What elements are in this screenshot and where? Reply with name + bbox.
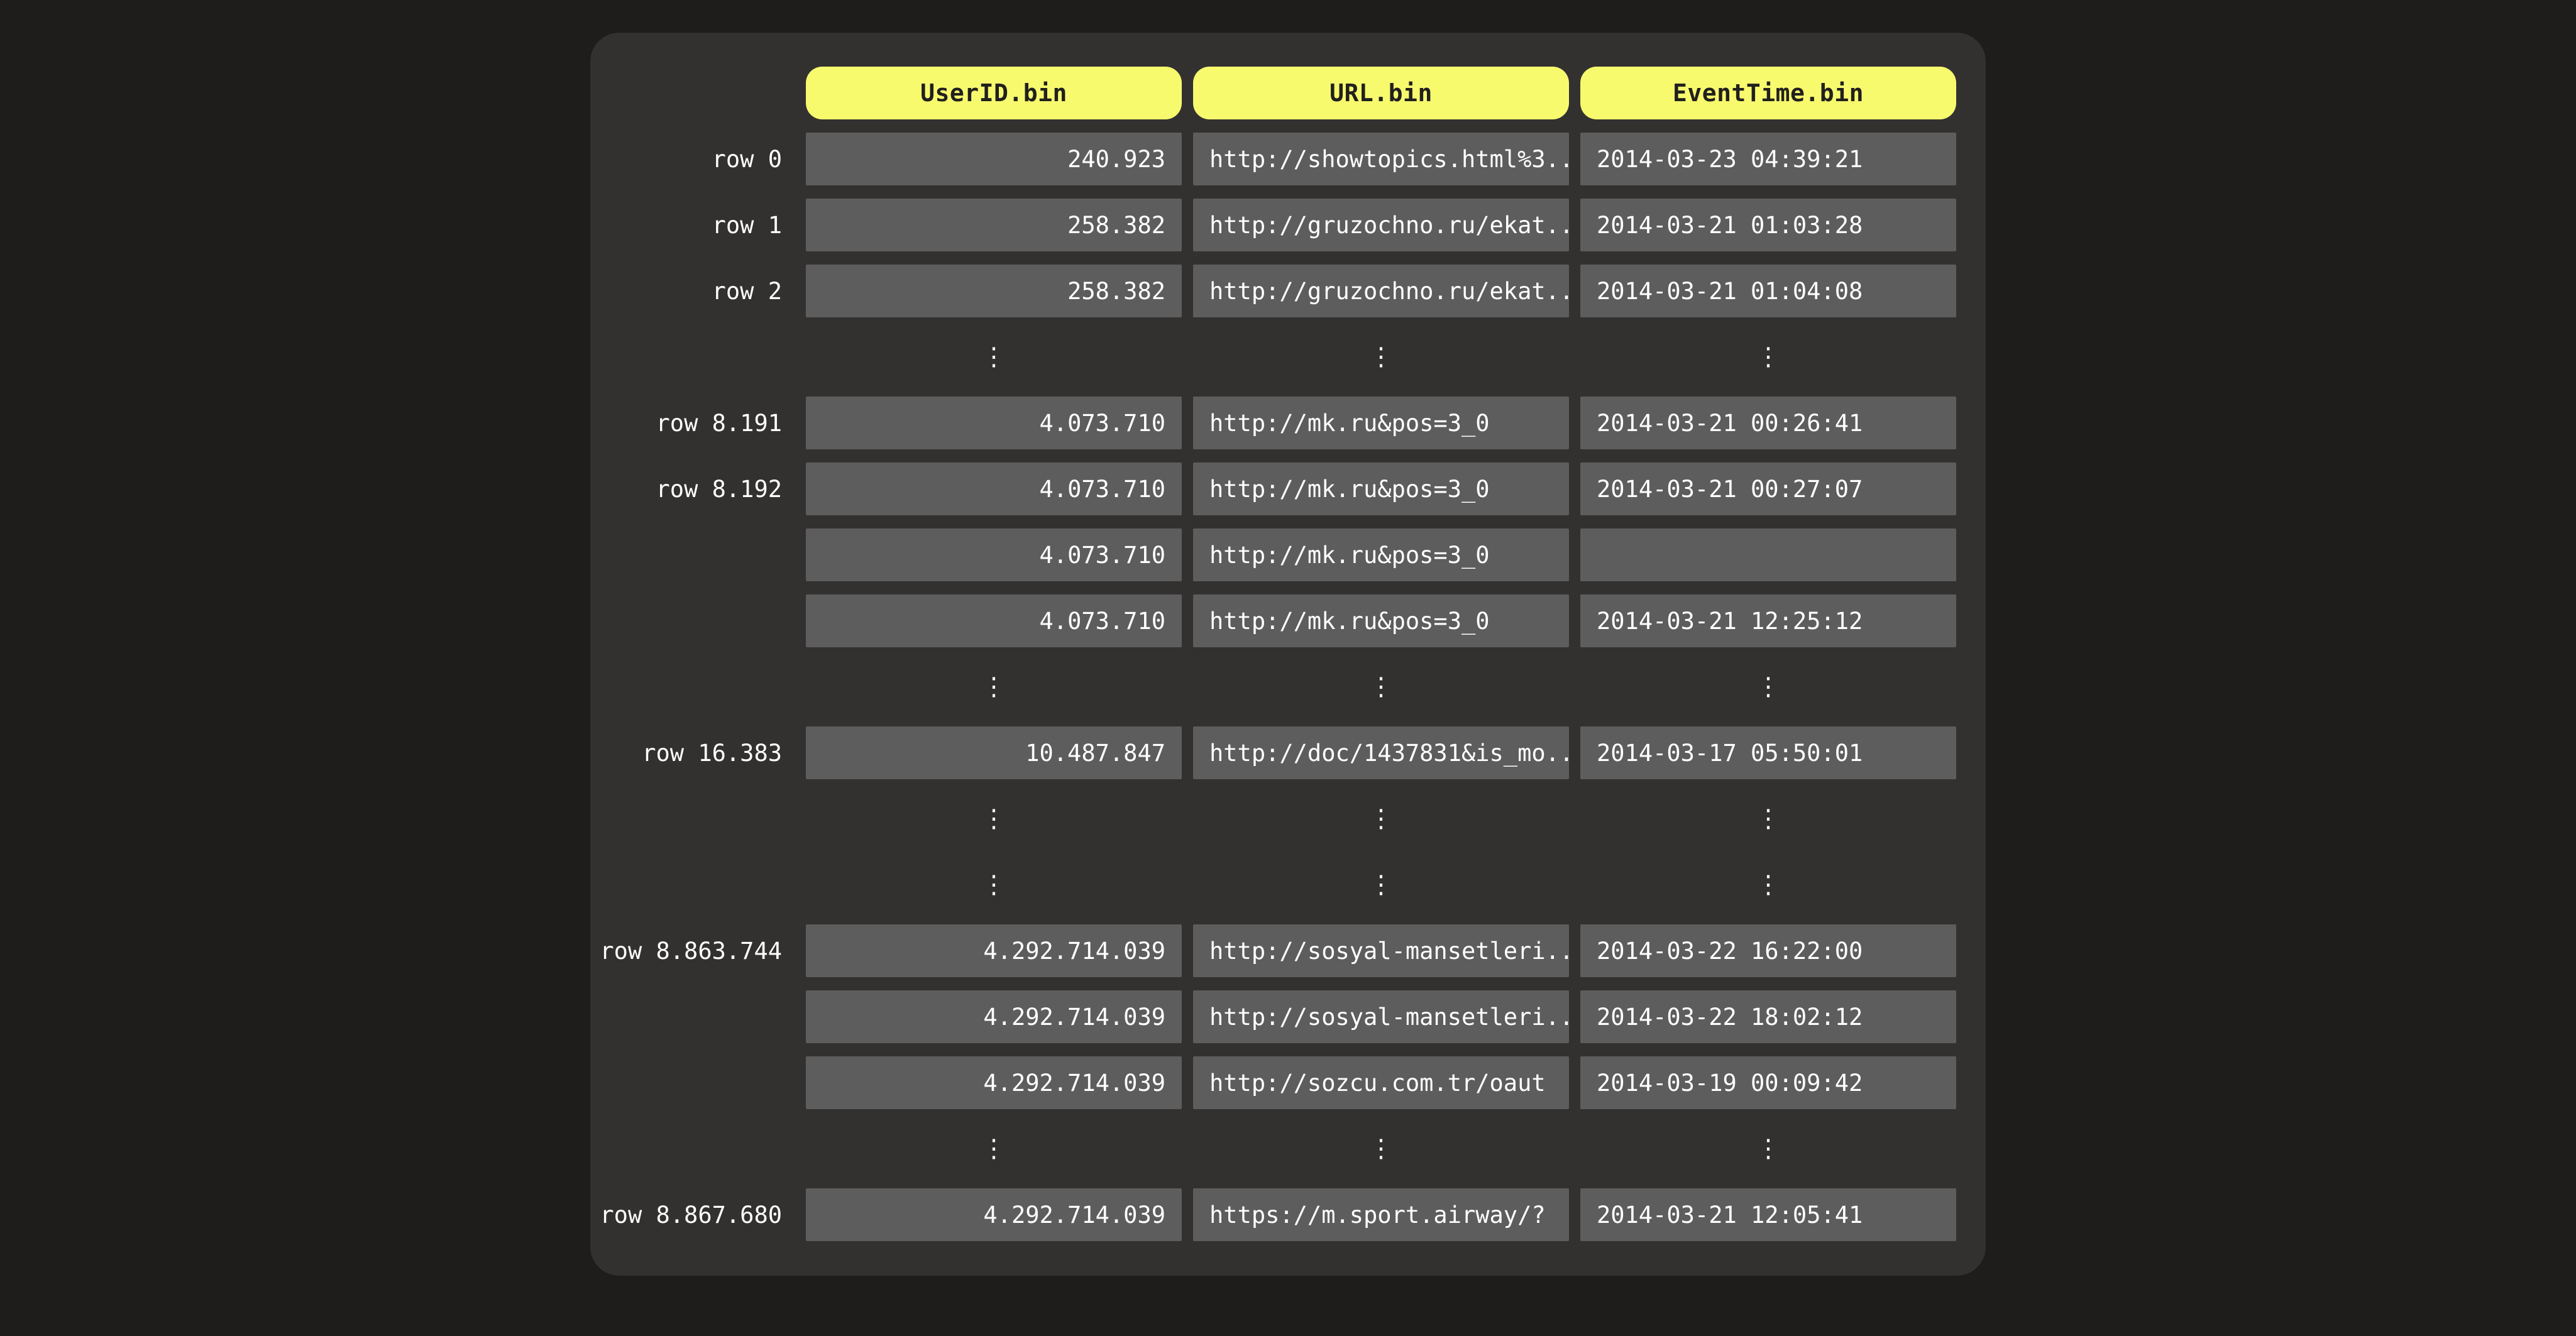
table-cell-url: http://mk.ru&pos=3_0 <box>1193 528 1569 581</box>
row-label: row 1 <box>712 211 782 239</box>
vertical-ellipsis: ⋮ <box>1756 1134 1781 1163</box>
vertical-ellipsis: ⋮ <box>1756 870 1781 899</box>
table-cell-event_time: 2014-03-21 12:25:12 <box>1580 594 1956 647</box>
column-files-panel: UserID.bin URL.bin EventTime.bin row 0 24… <box>590 33 1986 1276</box>
table-cell-url: http://mk.ru&pos=3_0 <box>1193 594 1569 647</box>
table-cell-url: http://doc/1437831&is_mo... <box>1193 726 1569 779</box>
ellipsis-row-spacer <box>620 660 795 713</box>
table-cell-user_id: 240.923 <box>806 133 1182 185</box>
ellipsis-row-spacer <box>620 792 795 845</box>
vertical-ellipsis: ⋮ <box>981 342 1006 371</box>
table-cell-event_time <box>1580 528 1956 581</box>
table-cell-user_id: 258.382 <box>806 199 1182 251</box>
vertical-ellipsis: ⋮ <box>981 672 1006 701</box>
table-cell-url: http://sozcu.com.tr/oaut <box>1193 1056 1569 1109</box>
table-cell-event_time: 2014-03-17 05:50:01 <box>1580 726 1956 779</box>
vertical-ellipsis: ⋮ <box>1756 672 1781 701</box>
table-cell-user_id: 10.487.847 <box>806 726 1182 779</box>
column-header-userid-bin: UserID.bin <box>806 67 1182 119</box>
column-files-grid: UserID.bin URL.bin EventTime.bin row 0 24… <box>600 67 1956 1241</box>
ellipsis-row-spacer <box>620 331 795 383</box>
vertical-ellipsis: ⋮ <box>981 870 1006 899</box>
row-label: row 8.867.680 <box>600 1201 782 1229</box>
row-label: row 0 <box>712 145 782 173</box>
vertical-ellipsis: ⋮ <box>1368 804 1394 833</box>
table-cell-user_id: 4.073.710 <box>806 594 1182 647</box>
vertical-ellipsis: ⋮ <box>1368 342 1394 371</box>
table-cell-url: http://sosyal-mansetleri... <box>1193 990 1569 1043</box>
table-cell-url: http://gruzochno.ru/ekat... <box>1193 199 1569 251</box>
ellipsis-row-spacer <box>620 858 795 911</box>
table-cell-event_time: 2014-03-21 01:04:08 <box>1580 265 1956 317</box>
row-label <box>620 990 795 1043</box>
table-cell-url: https://m.sport.airway/? <box>1193 1188 1569 1241</box>
row-label: row 8.192 <box>656 475 782 503</box>
table-cell-url: http://mk.ru&pos=3_0 <box>1193 463 1569 515</box>
vertical-ellipsis: ⋮ <box>981 1134 1006 1163</box>
table-cell-user_id: 258.382 <box>806 265 1182 317</box>
vertical-ellipsis: ⋮ <box>981 804 1006 833</box>
row-label: row 8.191 <box>656 409 782 437</box>
row-label <box>620 528 795 581</box>
table-cell-event_time: 2014-03-22 18:02:12 <box>1580 990 1956 1043</box>
table-cell-user_id: 4.292.714.039 <box>806 1188 1182 1241</box>
row-label <box>620 1056 795 1109</box>
table-cell-event_time: 2014-03-23 04:39:21 <box>1580 133 1956 185</box>
row-label <box>620 594 795 647</box>
table-cell-url: http://sosyal-mansetleri... <box>1193 924 1569 977</box>
table-cell-user_id: 4.292.714.039 <box>806 1056 1182 1109</box>
vertical-ellipsis: ⋮ <box>1756 804 1781 833</box>
vertical-ellipsis: ⋮ <box>1368 870 1394 899</box>
table-cell-event_time: 2014-03-21 00:27:07 <box>1580 463 1956 515</box>
table-cell-url: http://mk.ru&pos=3_0 <box>1193 397 1569 449</box>
row-label: row 16.383 <box>642 739 782 767</box>
vertical-ellipsis: ⋮ <box>1368 1134 1394 1163</box>
table-cell-url: http://showtopics.html%3... <box>1193 133 1569 185</box>
table-cell-user_id: 4.073.710 <box>806 397 1182 449</box>
vertical-ellipsis: ⋮ <box>1368 672 1394 701</box>
column-header-url-bin: URL.bin <box>1193 67 1569 119</box>
table-cell-user_id: 4.292.714.039 <box>806 990 1182 1043</box>
table-cell-user_id: 4.073.710 <box>806 463 1182 515</box>
column-header-eventtime-bin: EventTime.bin <box>1580 67 1956 119</box>
ellipsis-row-spacer <box>620 1122 795 1175</box>
table-cell-event_time: 2014-03-19 00:09:42 <box>1580 1056 1956 1109</box>
row-label: row 8.863.744 <box>600 937 782 965</box>
row-label: row 2 <box>712 277 782 305</box>
vertical-ellipsis: ⋮ <box>1756 342 1781 371</box>
table-cell-user_id: 4.292.714.039 <box>806 924 1182 977</box>
table-cell-event_time: 2014-03-22 16:22:00 <box>1580 924 1956 977</box>
table-cell-url: http://gruzochno.ru/ekat... <box>1193 265 1569 317</box>
header-spacer <box>620 67 795 119</box>
table-cell-event_time: 2014-03-21 00:26:41 <box>1580 397 1956 449</box>
table-cell-user_id: 4.073.710 <box>806 528 1182 581</box>
table-cell-event_time: 2014-03-21 01:03:28 <box>1580 199 1956 251</box>
table-cell-event_time: 2014-03-21 12:05:41 <box>1580 1188 1956 1241</box>
